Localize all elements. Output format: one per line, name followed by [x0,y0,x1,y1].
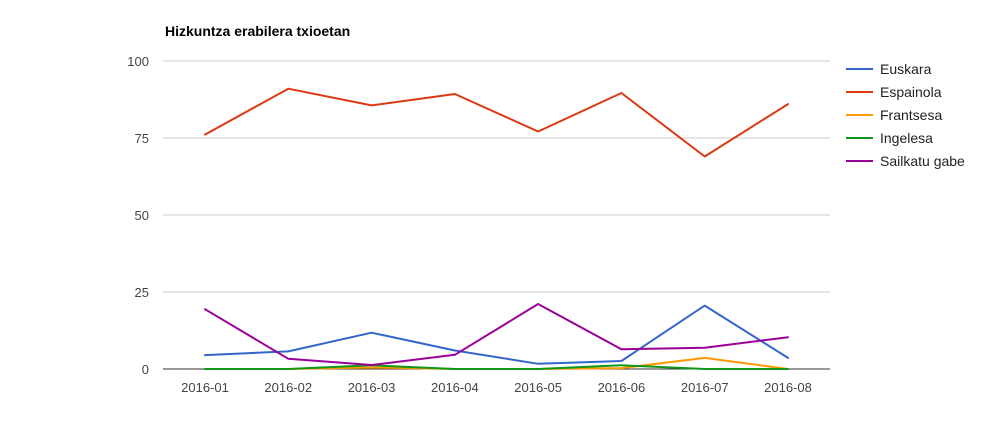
x-tick-label: 2016-03 [348,380,396,395]
legend: Euskara Espainola Frantsesa Ingelesa Sailkat… [846,61,965,169]
x-tick-label: 2016-06 [598,380,646,395]
series-line-euskara [204,304,789,365]
legend-label: Euskara [880,61,932,77]
x-tick-label: 2016-01 [181,380,229,395]
series-lines [204,87,789,370]
chart-title: Hizkuntza erabilera txioetan [165,23,350,39]
series-line-espainola [204,87,789,158]
series-line-sailkatu-gabe [204,303,789,366]
legend-label: Ingelesa [880,130,933,146]
x-tick-label: 2016-02 [264,380,312,395]
x-tick-label: 2016-04 [431,380,479,395]
y-axis-ticks: 0 25 50 75 100 [127,54,149,377]
x-tick-label: 2016-07 [681,380,729,395]
y-tick-label: 100 [127,54,149,69]
legend-item-espainola[interactable]: Espainola [846,84,942,100]
series-line-ingelesa [204,364,789,370]
y-tick-label: 75 [135,131,149,146]
legend-item-euskara[interactable]: Euskara [846,61,932,77]
y-tick-label: 50 [135,208,149,223]
x-axis-ticks: 2016-01 2016-02 2016-03 2016-04 2016-05 2016-… [181,380,812,395]
gridlines [163,60,830,370]
x-tick-label: 2016-08 [764,380,812,395]
y-tick-label: 25 [135,285,149,300]
x-tick-label: 2016-05 [514,380,562,395]
y-tick-label: 0 [142,362,149,377]
legend-label: Espainola [880,84,942,100]
legend-label: Frantsesa [880,107,942,123]
legend-item-sailkatu-gabe[interactable]: Sailkatu gabe [846,153,965,169]
legend-label: Sailkatu gabe [880,153,965,169]
legend-item-frantsesa[interactable]: Frantsesa [846,107,942,123]
legend-item-ingelesa[interactable]: Ingelesa [846,130,933,146]
